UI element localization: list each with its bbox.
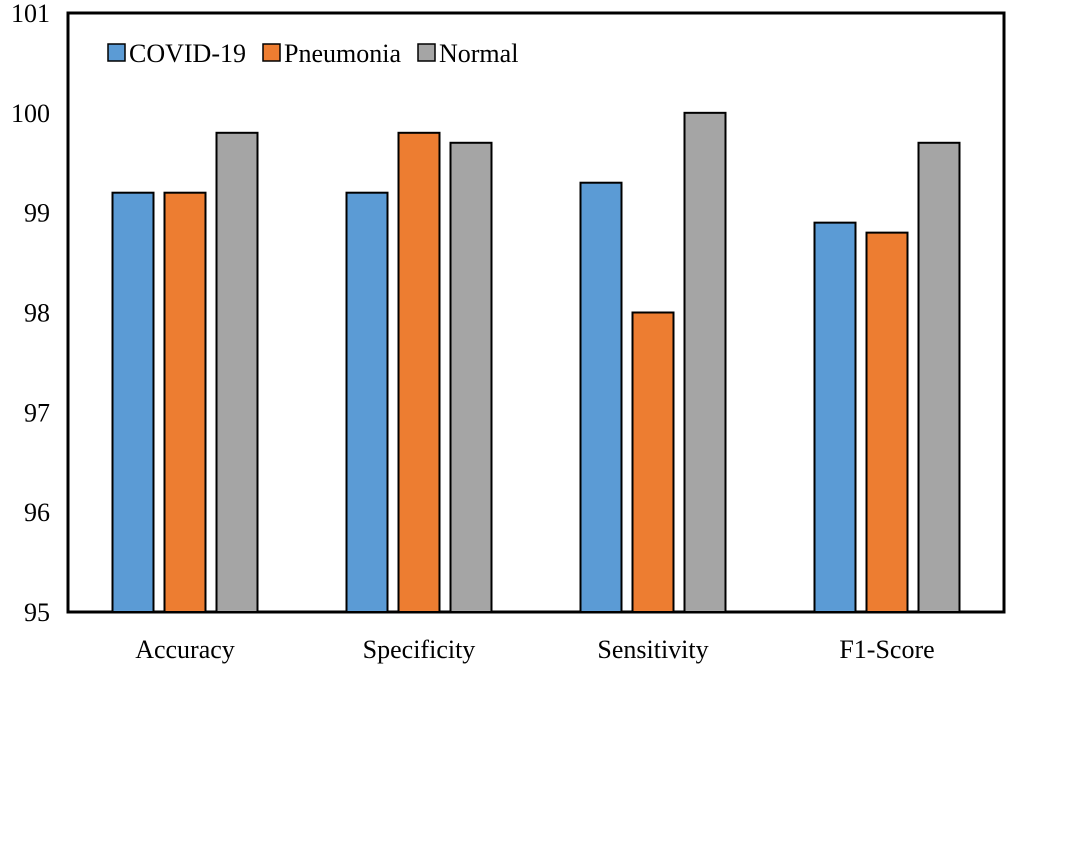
y-tick-label: 100 [11, 99, 50, 128]
legend-swatch [107, 43, 126, 62]
bar-pneumonia-f1-score [865, 231, 909, 613]
bar-covid-19-accuracy [111, 191, 155, 613]
legend: COVID-19 Pneumonia Normal [107, 39, 518, 68]
x-category-label: Specificity [363, 635, 476, 664]
x-axis-labels: Accuracy Specificity Sensitivity F1-Score [135, 635, 934, 664]
legend-label: Pneumonia [284, 39, 401, 68]
legend-label: Normal [439, 39, 518, 68]
y-tick-label: 96 [24, 498, 50, 527]
x-category-label: Accuracy [135, 635, 235, 664]
bar-covid-19-sensitivity [579, 181, 623, 613]
x-category-label: Sensitivity [597, 635, 708, 664]
bar-pneumonia-specificity [397, 131, 441, 614]
y-tick-label: 99 [24, 199, 50, 228]
bar-normal-sensitivity [683, 111, 727, 613]
bars [111, 111, 961, 614]
bar-normal-accuracy [215, 131, 259, 614]
legend-swatch [417, 43, 436, 62]
y-tick-label: 95 [24, 598, 50, 627]
y-tick-label: 97 [24, 398, 50, 427]
bar-normal-specificity [449, 141, 493, 614]
bar-covid-19-f1-score [813, 221, 857, 613]
y-tick-label: 98 [24, 299, 50, 328]
legend-label: COVID-19 [129, 39, 246, 68]
y-axis-ticks: 95 96 97 98 99 100 101 [11, 0, 50, 627]
bar-covid-19-specificity [345, 191, 389, 613]
bar-pneumonia-accuracy [163, 191, 207, 613]
bar-pneumonia-sensitivity [631, 311, 675, 613]
y-tick-label: 101 [11, 0, 50, 28]
x-category-label: F1-Score [839, 635, 934, 664]
legend-swatch [262, 43, 281, 62]
bar-normal-f1-score [917, 141, 961, 614]
plot-area [66, 11, 1006, 614]
